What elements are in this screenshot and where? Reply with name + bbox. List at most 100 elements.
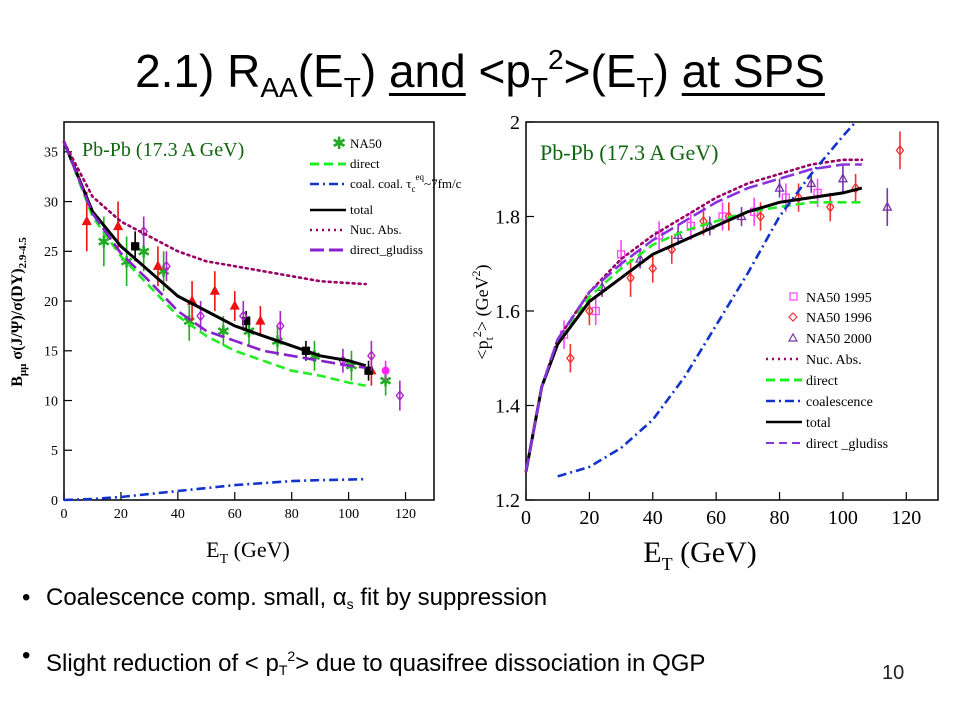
svg-text:Bμμ σ(J/Ψ)/σ(DY)2.9-4.5: Bμμ σ(J/Ψ)/σ(DY)2.9-4.5: [9, 237, 29, 387]
x-tick-label: 20: [579, 507, 599, 529]
title-text: ): [360, 45, 389, 97]
y-tick-label: 5: [51, 444, 58, 459]
x-tick-label: 100: [828, 507, 858, 529]
legend-marker-square: [789, 292, 798, 301]
series-line-nuc-abs-: [524, 158, 864, 473]
series-line-total: [62, 141, 367, 368]
data-point: [566, 352, 575, 364]
title-text: ): [653, 45, 682, 97]
data-point: ✱: [217, 324, 230, 341]
data-point: [895, 144, 905, 156]
series-line-coal-: [63, 477, 366, 502]
series-line-direct-gludiss: [62, 141, 366, 369]
data-point: [806, 177, 817, 188]
title-subscript: T: [530, 72, 549, 103]
bullet-text: Coalescence comp. small,: [46, 584, 333, 611]
legend-marker-star: ✱: [332, 134, 346, 153]
x-tick-label: 60: [228, 507, 242, 522]
data-point: [626, 272, 635, 284]
x-tick-label: 20: [114, 507, 128, 522]
data-point: [81, 215, 92, 226]
plot-frame: [63, 121, 435, 501]
data-point: [756, 210, 765, 223]
y-axis-label: <pt2> (GeV2): [469, 264, 496, 359]
title-subscript: AA: [260, 72, 298, 103]
title-subscript: T: [636, 72, 654, 103]
series-line-coalescence: [557, 121, 857, 478]
y-tick-label: 1.4: [495, 396, 520, 418]
y-tick-label: 1.6: [495, 301, 520, 323]
alpha-symbol: α: [332, 584, 347, 611]
x-tick-label: 80: [770, 507, 790, 529]
data-point: [381, 366, 390, 375]
slide-title: 2.1) RAA(ET) and <pT2>(ET) at SPS: [0, 30, 960, 118]
raa-chart: 0 20 40 60 80 100 120 0 5 10 15 20 25 30 35 ✱ ✱ ✱ ✱ ✱ ✱ ✱ ✱ ✱ ✱ ✱…: [0, 112, 470, 577]
bullet-item: Slight reduction of < pT2> due to quasif…: [22, 640, 952, 678]
pt2-chart-svg: 0 20 40 60 80 100 120 1.2 1.4 1.6 1.8 2 Pb-Pb (17.3…: [469, 112, 939, 574]
series-line-total: [524, 186, 863, 472]
plot-frame: [525, 121, 939, 501]
y-tick-label: 25: [44, 245, 58, 260]
data-point: [648, 262, 658, 275]
data-point: [139, 225, 149, 237]
title-text: 2.1) R: [135, 45, 261, 97]
data-point: [851, 182, 860, 194]
plot-label: Pb-Pb (17.3 A GeV): [82, 139, 244, 161]
y-tick-label: 20: [44, 295, 58, 310]
x-tick-label: 120: [395, 507, 416, 522]
data-point: [209, 285, 220, 295]
legend-label: coal. coal. τceq~7fm/c: [350, 172, 462, 194]
legend-label: direct: [350, 156, 380, 171]
legend-label: direct: [806, 374, 838, 389]
bullet-subscript: T: [278, 662, 288, 678]
legend-label: Nuc. Abs.: [350, 222, 402, 237]
legend-label: NA50: [350, 136, 382, 151]
title-subscript: T: [343, 72, 361, 103]
data-point: [825, 201, 835, 213]
data-point: [255, 315, 266, 325]
x-tick-label: 0: [521, 507, 531, 529]
series-line-nuc-abs-: [62, 140, 368, 286]
legend-label: Nuc. Abs.: [806, 353, 862, 368]
title-superscript: 2: [548, 44, 564, 75]
legend-label: total: [350, 202, 373, 217]
data-point: ✱: [137, 244, 150, 261]
x-tick-label: 40: [171, 507, 185, 522]
data-point: [196, 310, 205, 322]
legend-label: coalescence: [806, 395, 873, 410]
data-point: [152, 260, 164, 270]
y-tick-label: 30: [44, 195, 58, 210]
legend-label: total: [806, 416, 831, 431]
title-text: <p: [465, 45, 531, 97]
title-text: >(E: [563, 45, 637, 97]
y-tick-label: 1.2: [495, 490, 520, 512]
y-tick-label: 35: [44, 146, 58, 161]
bullet-item: Coalescence comp. small, αs fit by suppr…: [22, 582, 952, 614]
data-point: [395, 389, 405, 402]
bullet-subscript: s: [346, 596, 354, 612]
legend-label: direct _gludiss: [806, 437, 888, 452]
x-tick-label: 0: [61, 507, 68, 522]
series-line-direct: [62, 141, 366, 387]
y-tick-label: 0: [51, 494, 58, 509]
bullet-text: fit by suppression: [353, 584, 548, 611]
data-point: [275, 320, 285, 332]
data-point: [229, 300, 240, 310]
slide-number: 10: [882, 662, 905, 684]
x-axis-label: ET (GeV): [643, 536, 756, 574]
x-tick-label: 100: [338, 507, 359, 522]
bullet-text: Slight reduction of < p: [46, 650, 279, 677]
x-tick-label: 120: [891, 507, 921, 529]
data-point: [882, 201, 893, 211]
data-point: [238, 310, 248, 322]
svg-text:<pt2> (GeV2): <pt2> (GeV2): [469, 264, 496, 359]
data-point: [794, 192, 803, 204]
data-point: [131, 242, 140, 251]
legend: NA50 1995 NA50 1996 NA50 2000 Nuc. Abs. …: [766, 291, 888, 452]
legend-label: NA50 1996: [806, 311, 872, 326]
legend-marker-diamond: [788, 312, 798, 322]
x-tick-label: 40: [643, 507, 663, 529]
y-tick-label: 15: [44, 345, 58, 360]
data-point: [585, 305, 594, 317]
